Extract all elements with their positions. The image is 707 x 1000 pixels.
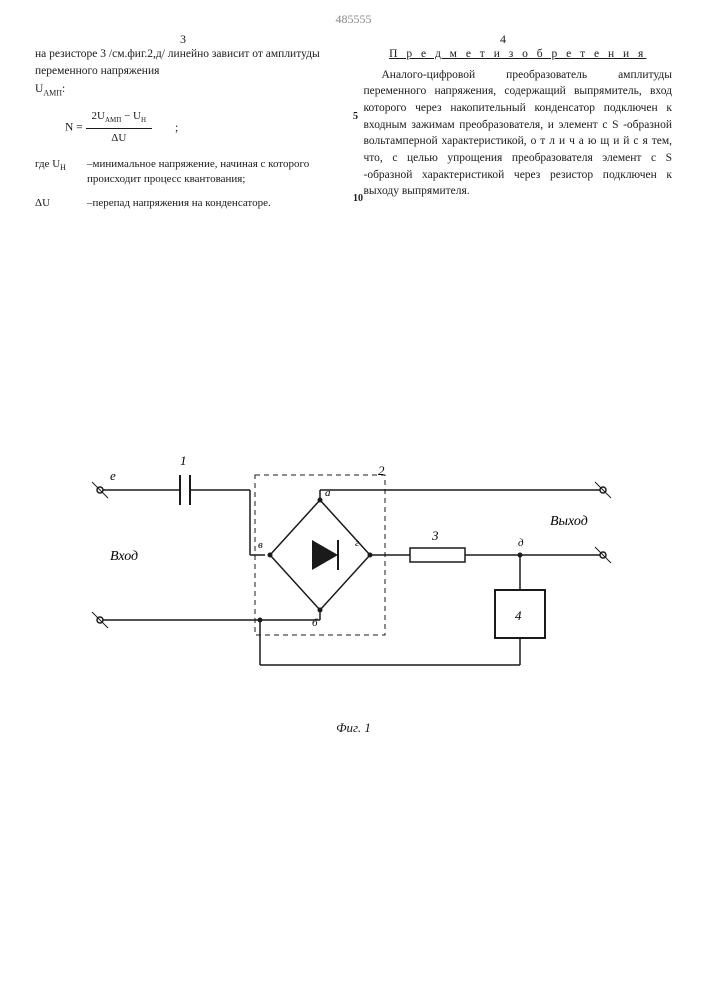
var-def-2-text: –перепад напряжения на конденсаторе. bbox=[87, 196, 344, 212]
terminal-e-label: е bbox=[110, 468, 116, 483]
node-g-label: г bbox=[355, 537, 360, 549]
node-b-label: б bbox=[312, 617, 318, 629]
column-number-right: 4 bbox=[500, 32, 506, 47]
node-a-label: а bbox=[325, 487, 331, 499]
formula: N = 2UАМП − UН ΔU ; bbox=[65, 109, 344, 146]
formula-fraction: 2UАМП − UН ΔU bbox=[86, 109, 153, 146]
u-amp-var: UАМП: bbox=[35, 81, 344, 99]
var-def-1-symbol: где UН bbox=[35, 157, 87, 189]
text-columns: на резисторе 3 /см.фиг.2,д/ линейно зави… bbox=[35, 46, 672, 212]
formula-denominator: ΔU bbox=[86, 129, 153, 147]
formula-suffix: ; bbox=[175, 122, 178, 134]
formula-lhs: N = bbox=[65, 122, 83, 134]
input-label: Вход bbox=[110, 549, 138, 564]
right-column: П р е д м е т и з о б р е т е н и я Анал… bbox=[364, 46, 673, 212]
node-d-label: д bbox=[518, 537, 524, 549]
formula-numerator: 2UАМП − UН bbox=[86, 109, 153, 128]
component-1-label: 1 bbox=[180, 453, 187, 468]
var-def-2-symbol: ΔU bbox=[35, 196, 87, 212]
left-intro-text: на резисторе 3 /см.фиг.2,д/ линейно зави… bbox=[35, 46, 344, 79]
resistor bbox=[410, 548, 465, 562]
diode-symbol bbox=[312, 540, 338, 570]
variable-def-1: где UН –минимальное напряжение, начиная … bbox=[35, 157, 344, 189]
circuit-svg: е Вход 1 2 а bbox=[80, 440, 620, 710]
circuit-diagram: е Вход 1 2 а bbox=[80, 440, 620, 710]
component-4-label: 4 bbox=[515, 608, 522, 623]
variable-def-2: ΔU –перепад напряжения на конденсаторе. bbox=[35, 196, 344, 212]
claims-body: Аналого-цифровой преобразователь амплиту… bbox=[364, 67, 673, 200]
figure-caption: Фиг. 1 bbox=[336, 720, 371, 736]
node-v-label: в bbox=[258, 539, 263, 551]
bridge-rectifier bbox=[268, 498, 373, 613]
component-2-label: 2 bbox=[378, 463, 385, 478]
left-column: на резисторе 3 /см.фиг.2,д/ линейно зави… bbox=[35, 46, 344, 212]
output-label: Выход bbox=[550, 514, 588, 529]
claims-heading: П р е д м е т и з о б р е т е н и я bbox=[364, 46, 673, 63]
component-3-label: 3 bbox=[431, 528, 439, 543]
column-number-left: 3 bbox=[180, 32, 186, 47]
var-def-1-text: –минимальное напряжение, начиная с котор… bbox=[87, 157, 344, 189]
patent-number: 485555 bbox=[336, 12, 372, 27]
